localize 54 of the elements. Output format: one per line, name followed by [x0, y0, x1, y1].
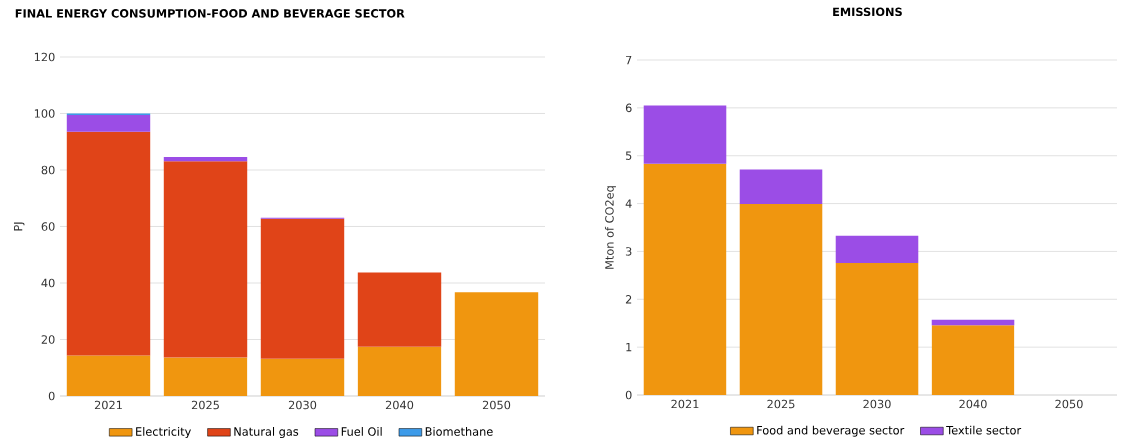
x-tick-label: 2025	[191, 400, 219, 410]
y-axis-title: Mton of CO2eq	[604, 186, 616, 269]
x-tick-label: 2030	[863, 399, 891, 409]
x-tick-label: 2025	[767, 399, 795, 409]
bar	[643, 105, 727, 164]
legend-label: Textile sector	[946, 425, 1022, 435]
bar	[66, 114, 151, 132]
bar	[163, 161, 248, 358]
legend-label: Food and beverage sector	[757, 425, 905, 437]
bar	[260, 358, 345, 396]
y-tick-label: 6	[625, 103, 632, 113]
y-tick-label: 7	[626, 55, 632, 65]
x-tick-label: 2040	[385, 400, 414, 410]
bar	[739, 204, 823, 395]
x-tick-label: 2030	[288, 400, 317, 410]
bar	[931, 319, 1015, 326]
bar	[163, 357, 248, 396]
bar	[643, 163, 727, 395]
bar	[357, 272, 442, 347]
x-tick-label: 2040	[959, 399, 987, 409]
y-tick-label: 20	[41, 335, 55, 344]
x-tick-label: 2050	[1055, 399, 1083, 409]
legend-label: Natural gas	[234, 427, 299, 438]
y-tick-label: 4	[625, 199, 632, 208]
y-tick-label: 100	[34, 109, 55, 118]
y-tick-label: 80	[41, 165, 55, 175]
y-tick-label: 120	[34, 52, 55, 62]
chart-title: EMISSIONS	[833, 7, 902, 17]
bar	[739, 169, 823, 205]
legend-label: Electricity	[136, 427, 191, 438]
legend-label: Biomethane	[425, 427, 493, 436]
x-tick-label: 2050	[482, 400, 511, 410]
y-tick-label: 40	[41, 278, 55, 288]
y-axis-title: PJ	[13, 222, 25, 231]
y-tick-label: 3	[625, 247, 632, 256]
chart-title: FINAL ENERGY CONSUMPTION-FOOD AND BEVERAGE SECTOR	[15, 9, 405, 18]
bar	[357, 346, 442, 396]
bar	[835, 262, 919, 395]
bar	[931, 325, 1015, 395]
y-tick-label: 0	[48, 391, 55, 401]
bar	[260, 218, 345, 359]
bar	[163, 157, 248, 162]
x-tick-label: 2021	[671, 399, 699, 409]
y-tick-label: 5	[625, 151, 632, 160]
bar	[66, 131, 151, 356]
x-tick-label: 2021	[94, 400, 122, 410]
bar	[835, 235, 919, 263]
y-tick-label: 0	[625, 390, 632, 400]
y-tick-label: 2	[625, 295, 632, 304]
legend-label: Fuel Oil	[341, 427, 382, 436]
y-tick-label: 60	[41, 222, 55, 231]
bar	[66, 355, 151, 396]
y-tick-label: 1	[626, 343, 632, 352]
bar	[454, 292, 539, 396]
